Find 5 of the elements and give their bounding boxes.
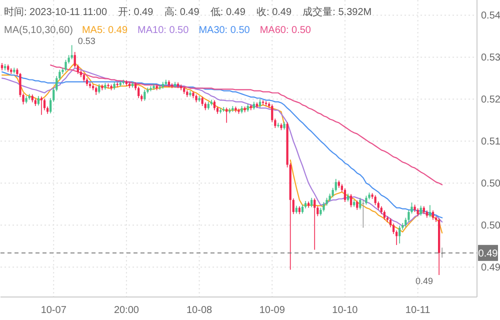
annotation: 0.49	[416, 276, 434, 286]
title: 时间: 2023-10-11 11:00 开: 0.49 高: 0.49 低: 0.49 收: 0.49 成交量: 5.392M	[4, 7, 372, 18]
ref-line-label: 0.49	[478, 248, 498, 260]
subtitle: MA(5,10,30,60)	[4, 25, 73, 36]
annotation: 0.53	[78, 36, 96, 46]
